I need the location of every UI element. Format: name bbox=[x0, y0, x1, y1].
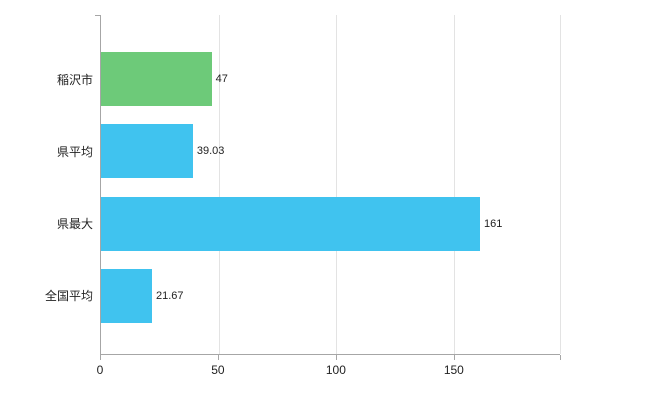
gridline bbox=[336, 15, 338, 354]
value-label: 161 bbox=[483, 217, 503, 230]
x-axis: 0 50 100 150 bbox=[96, 355, 561, 379]
bar-row: 県最大 161 bbox=[57, 188, 560, 260]
value-label: 39.03 bbox=[196, 145, 225, 158]
x-tick bbox=[335, 355, 337, 360]
bar[interactable] bbox=[101, 52, 212, 107]
gridlines bbox=[101, 15, 561, 354]
plot-area: 稲沢市 47 県平均 39.03 県最大 161 全国平均 21.67 bbox=[45, 15, 561, 355]
bar[interactable] bbox=[101, 124, 193, 179]
bar[interactable] bbox=[101, 268, 152, 323]
category-label: 県平均 bbox=[56, 144, 93, 159]
x-tick bbox=[217, 355, 219, 360]
category-label: 稲沢市 bbox=[56, 72, 93, 87]
bar-row: 県平均 39.03 bbox=[57, 115, 560, 187]
category-label: 県最大 bbox=[56, 217, 93, 232]
value-label: 47 bbox=[215, 73, 228, 86]
bar-rows: 稲沢市 47 県平均 39.03 県最大 161 全国平均 21.67 bbox=[45, 15, 560, 354]
category-label: 全国平均 bbox=[44, 289, 93, 304]
x-tick-label: 100 bbox=[325, 363, 346, 377]
gridline bbox=[454, 15, 456, 354]
x-tick-label: 0 bbox=[96, 363, 104, 377]
bar-row: 稲沢市 47 bbox=[57, 43, 560, 115]
y-axis-end-tick bbox=[95, 15, 101, 16]
value-label: 21.67 bbox=[156, 289, 184, 302]
x-tick-label: 50 bbox=[211, 363, 225, 377]
x-tick bbox=[453, 355, 455, 360]
bar-row: 全国平均 21.67 bbox=[45, 260, 560, 332]
x-tick bbox=[560, 355, 561, 360]
bar[interactable] bbox=[101, 196, 480, 251]
gridline bbox=[560, 15, 561, 354]
x-tick bbox=[100, 355, 101, 360]
x-tick-label: 150 bbox=[443, 363, 464, 377]
gridline bbox=[218, 15, 220, 354]
